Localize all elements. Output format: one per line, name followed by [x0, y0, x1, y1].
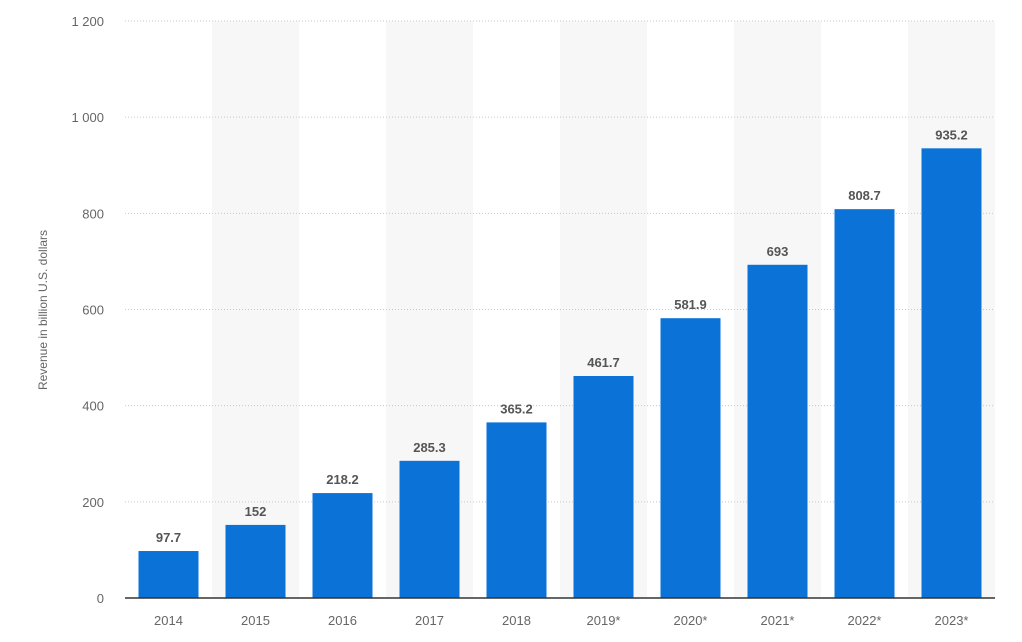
- y-axis-label: Revenue in billion U.S. dollars: [36, 230, 50, 390]
- y-tick-label: 600: [82, 303, 104, 318]
- value-label: 581.9: [674, 297, 707, 312]
- x-tick-label: 2019*: [587, 613, 621, 628]
- bar-2017: [399, 460, 460, 598]
- bar-2016: [312, 493, 373, 598]
- bar-2014: [138, 551, 199, 598]
- bar-2022: [834, 209, 895, 598]
- x-tick-label: 2018: [502, 613, 531, 628]
- value-label: 97.7: [156, 530, 181, 545]
- x-tick-label: 2023*: [935, 613, 969, 628]
- x-tick-label: 2014: [154, 613, 183, 628]
- y-tick-label: 400: [82, 399, 104, 414]
- bar-2018: [486, 422, 547, 598]
- value-label: 808.7: [848, 188, 881, 203]
- value-label: 461.7: [587, 355, 620, 370]
- y-tick-label: 1 000: [71, 110, 104, 125]
- value-label: 935.2: [935, 127, 968, 142]
- y-tick-label: 800: [82, 206, 104, 221]
- value-label: 365.2: [500, 401, 533, 416]
- y-tick-label: 1 200: [71, 14, 104, 29]
- bar-2023: [921, 148, 982, 599]
- x-tick-label: 2022*: [848, 613, 882, 628]
- bar-2015: [225, 524, 286, 598]
- x-tick-label: 2021*: [761, 613, 795, 628]
- y-tick-label: 0: [97, 591, 104, 606]
- x-tick-label: 2017: [415, 613, 444, 628]
- x-tick-label: 2016: [328, 613, 357, 628]
- value-label: 218.2: [326, 472, 359, 487]
- bar-2020: [660, 318, 721, 598]
- y-tick-label: 200: [82, 495, 104, 510]
- value-label: 152: [245, 504, 267, 519]
- x-tick-label: 2015: [241, 613, 270, 628]
- value-label: 693: [767, 244, 789, 259]
- bar-2019: [573, 375, 634, 598]
- bar-2021: [747, 264, 808, 598]
- value-label: 285.3: [413, 440, 446, 455]
- x-tick-label: 2020*: [674, 613, 708, 628]
